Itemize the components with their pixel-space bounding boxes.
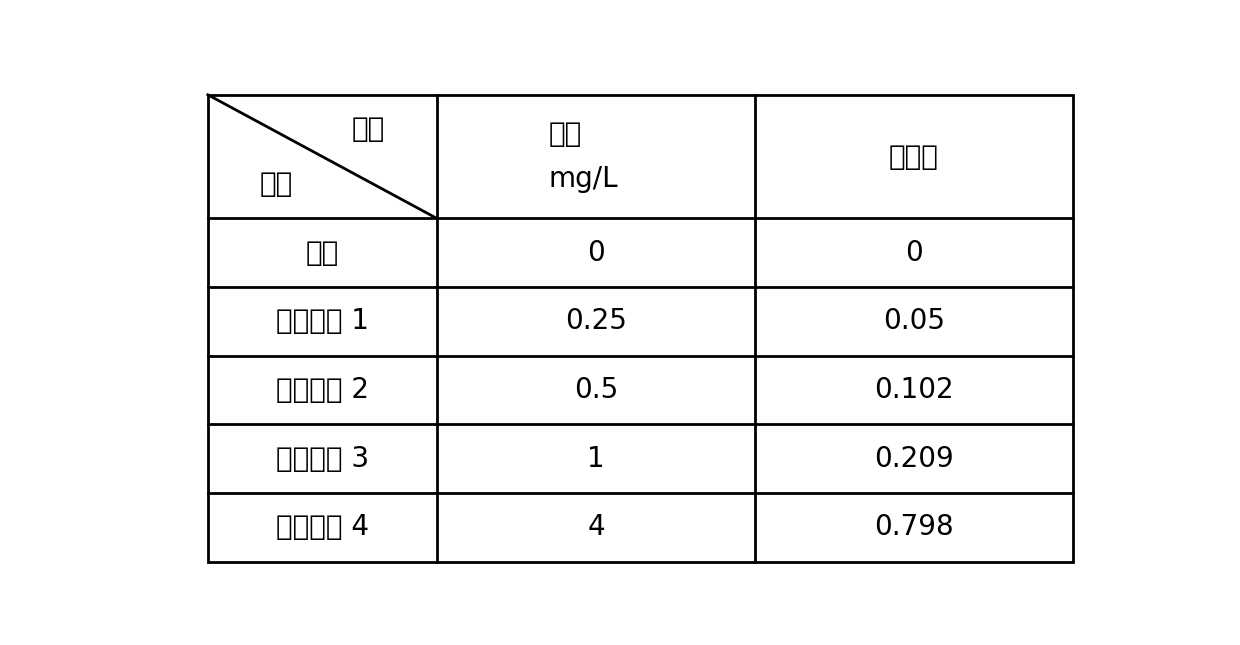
Text: 吸光度: 吸光度 (889, 143, 939, 171)
Text: 标准溶液 4: 标准溶液 4 (277, 513, 370, 541)
Text: 0.209: 0.209 (874, 444, 954, 473)
Bar (208, 95, 1073, 562)
Text: 0: 0 (588, 239, 605, 267)
Text: mg/L: mg/L (548, 165, 618, 193)
Bar (208, 95, 1073, 562)
Text: 1: 1 (588, 444, 605, 473)
Text: 0.05: 0.05 (883, 308, 945, 335)
Text: 0.25: 0.25 (565, 308, 627, 335)
Text: 0.5: 0.5 (574, 376, 619, 404)
Text: 0.798: 0.798 (874, 513, 954, 541)
Text: 浓度: 浓度 (548, 121, 582, 148)
Text: 标准溶液 2: 标准溶液 2 (277, 376, 370, 404)
Text: 项目: 项目 (352, 115, 384, 143)
Text: 4: 4 (588, 513, 605, 541)
Text: 标准溶液 1: 标准溶液 1 (277, 308, 370, 335)
Text: 溶液: 溶液 (260, 170, 293, 198)
Text: 纯水: 纯水 (306, 239, 339, 267)
Text: 0: 0 (905, 239, 923, 267)
Text: 标准溶液 3: 标准溶液 3 (275, 444, 370, 473)
Text: 0.102: 0.102 (874, 376, 954, 404)
